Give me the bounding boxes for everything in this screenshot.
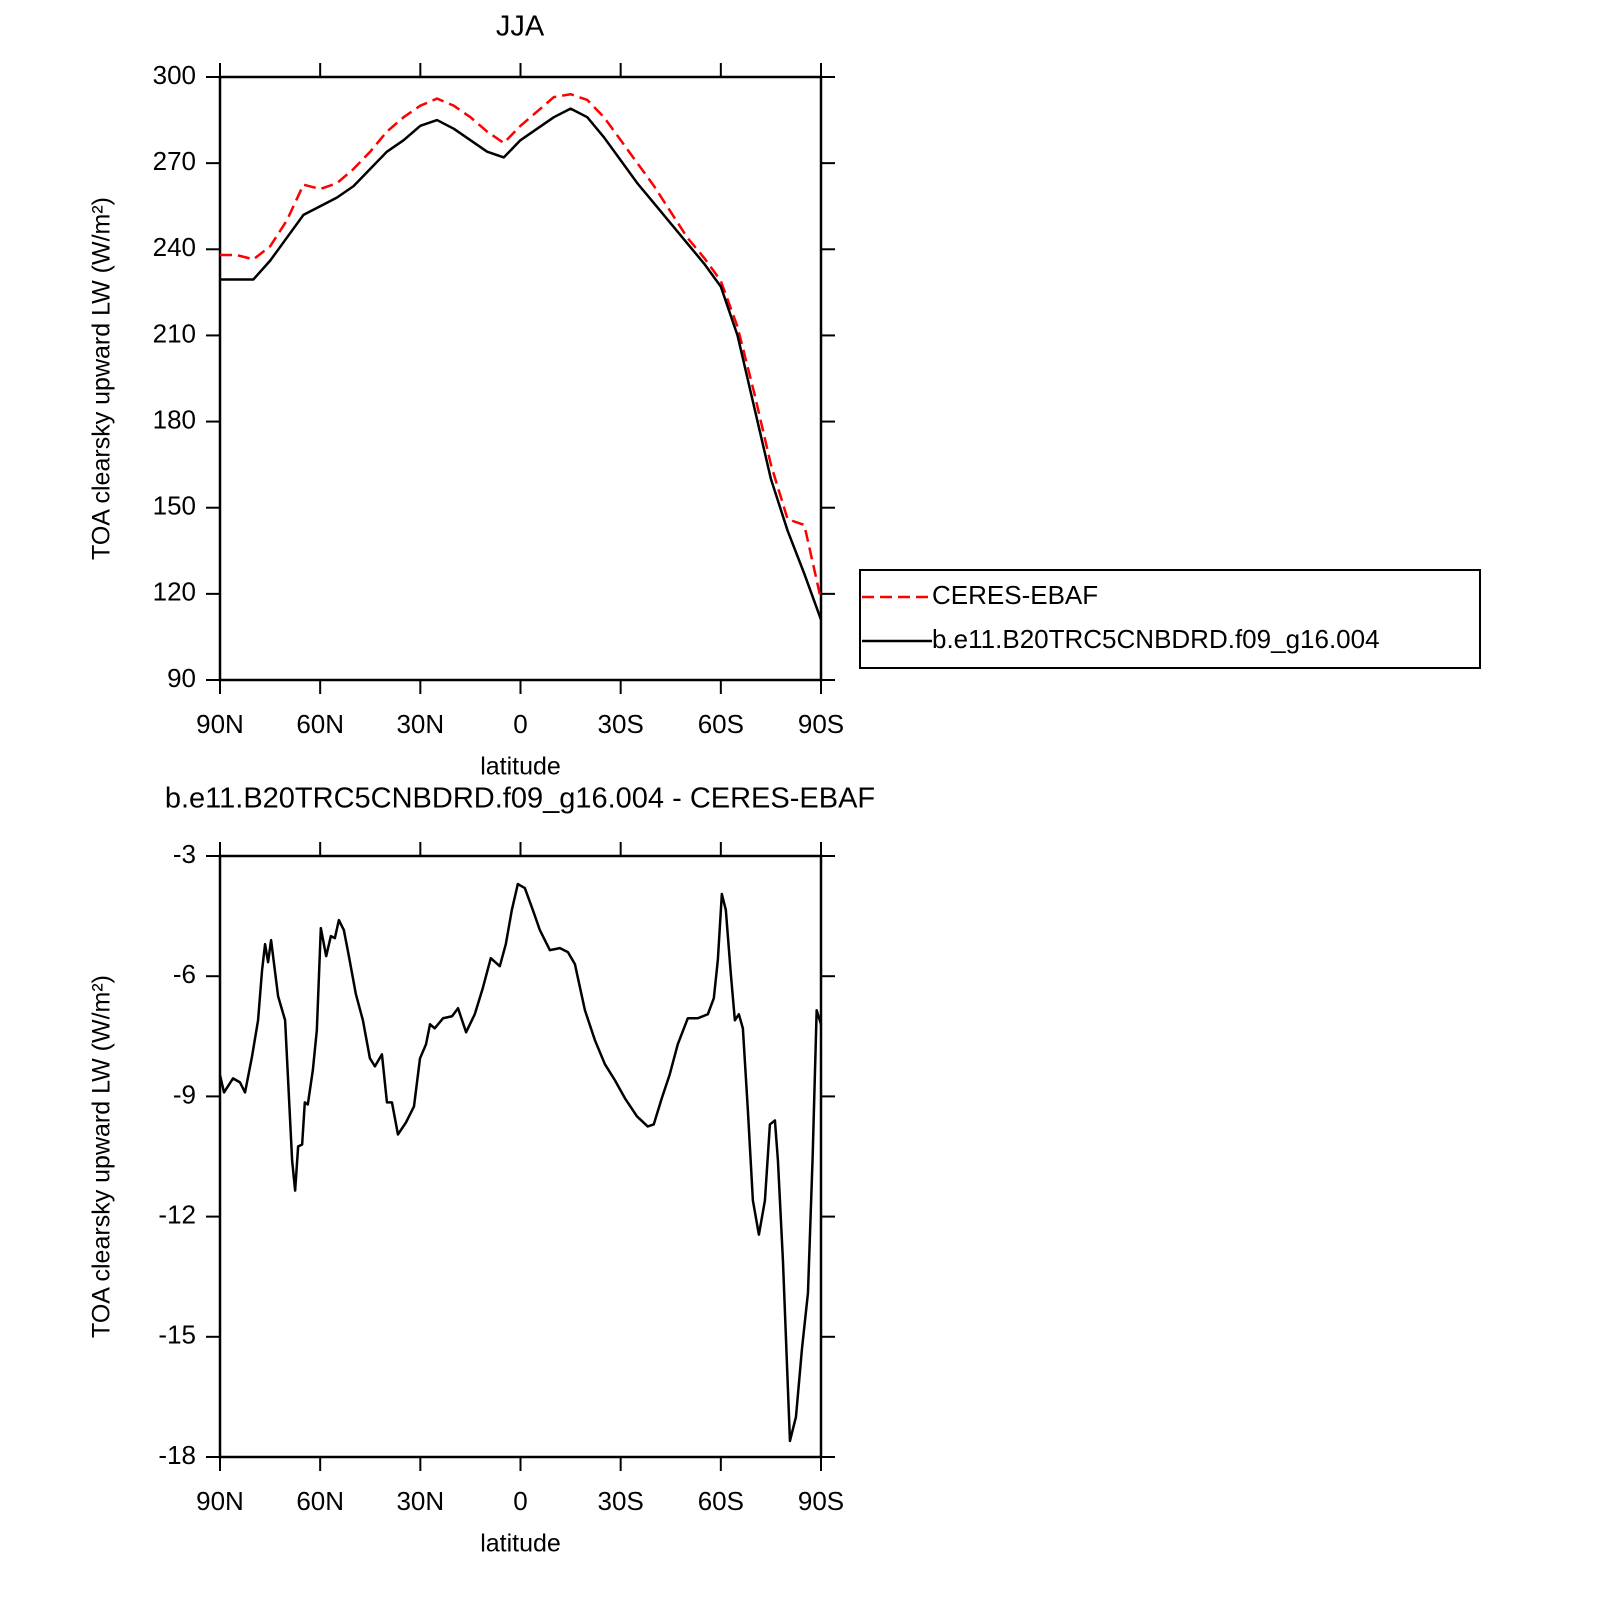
x-tick-label: 60S xyxy=(698,709,744,739)
y-tick-label: 120 xyxy=(153,577,196,607)
x-axis-label: latitude xyxy=(480,1530,561,1558)
y-axis-label: TOA clearsky upward LW (W/m²) xyxy=(88,197,116,560)
x-tick-label: 0 xyxy=(513,709,527,739)
y-tick-label: -6 xyxy=(173,959,196,989)
y-tick-label: 150 xyxy=(153,491,196,521)
legend-box xyxy=(859,569,1481,669)
y-tick-label: -18 xyxy=(158,1440,196,1470)
plot-frame xyxy=(218,75,823,682)
x-axis-label: latitude xyxy=(480,753,561,781)
y-tick-label: 180 xyxy=(153,404,196,434)
chart-title: b.e11.B20TRC5CNBDRD.f09_g16.004 - CERES-… xyxy=(165,783,875,815)
x-tick-label: 30N xyxy=(396,709,444,739)
y-tick-label: 300 xyxy=(153,60,196,90)
y-tick-label: 210 xyxy=(153,318,196,348)
x-tick-label: 90N xyxy=(196,709,244,739)
x-tick-label: 0 xyxy=(513,1486,527,1516)
data-line xyxy=(220,107,823,621)
y-tick-label: 90 xyxy=(167,663,196,693)
chart-title: JJA xyxy=(496,11,545,43)
data-line xyxy=(218,882,823,1443)
y-tick-label: 270 xyxy=(153,146,196,176)
x-tick-label: 90S xyxy=(798,709,844,739)
y-tick-label: -15 xyxy=(158,1320,196,1350)
x-tick-label: 60N xyxy=(296,1486,344,1516)
x-tick-label: 90N xyxy=(196,1486,244,1516)
x-tick-label: 30S xyxy=(598,709,644,739)
x-tick-label: 30S xyxy=(598,1486,644,1516)
x-tick-label: 30N xyxy=(396,1486,444,1516)
x-tick-label: 60S xyxy=(698,1486,744,1516)
y-axis-label: TOA clearsky upward LW (W/m²) xyxy=(88,975,116,1338)
y-tick-label: 240 xyxy=(153,232,196,262)
x-tick-label: 90S xyxy=(798,1486,844,1516)
y-tick-label: -9 xyxy=(173,1079,196,1109)
y-tick-label: -3 xyxy=(173,839,196,869)
legend-label: b.e11.B20TRC5CNBDRD.f09_g16.004 xyxy=(932,624,1380,654)
data-line xyxy=(220,92,823,600)
legend-label: CERES-EBAF xyxy=(932,580,1098,610)
plot-frame xyxy=(218,854,823,1459)
x-tick-label: 60N xyxy=(296,709,344,739)
y-tick-label: -12 xyxy=(158,1199,196,1229)
